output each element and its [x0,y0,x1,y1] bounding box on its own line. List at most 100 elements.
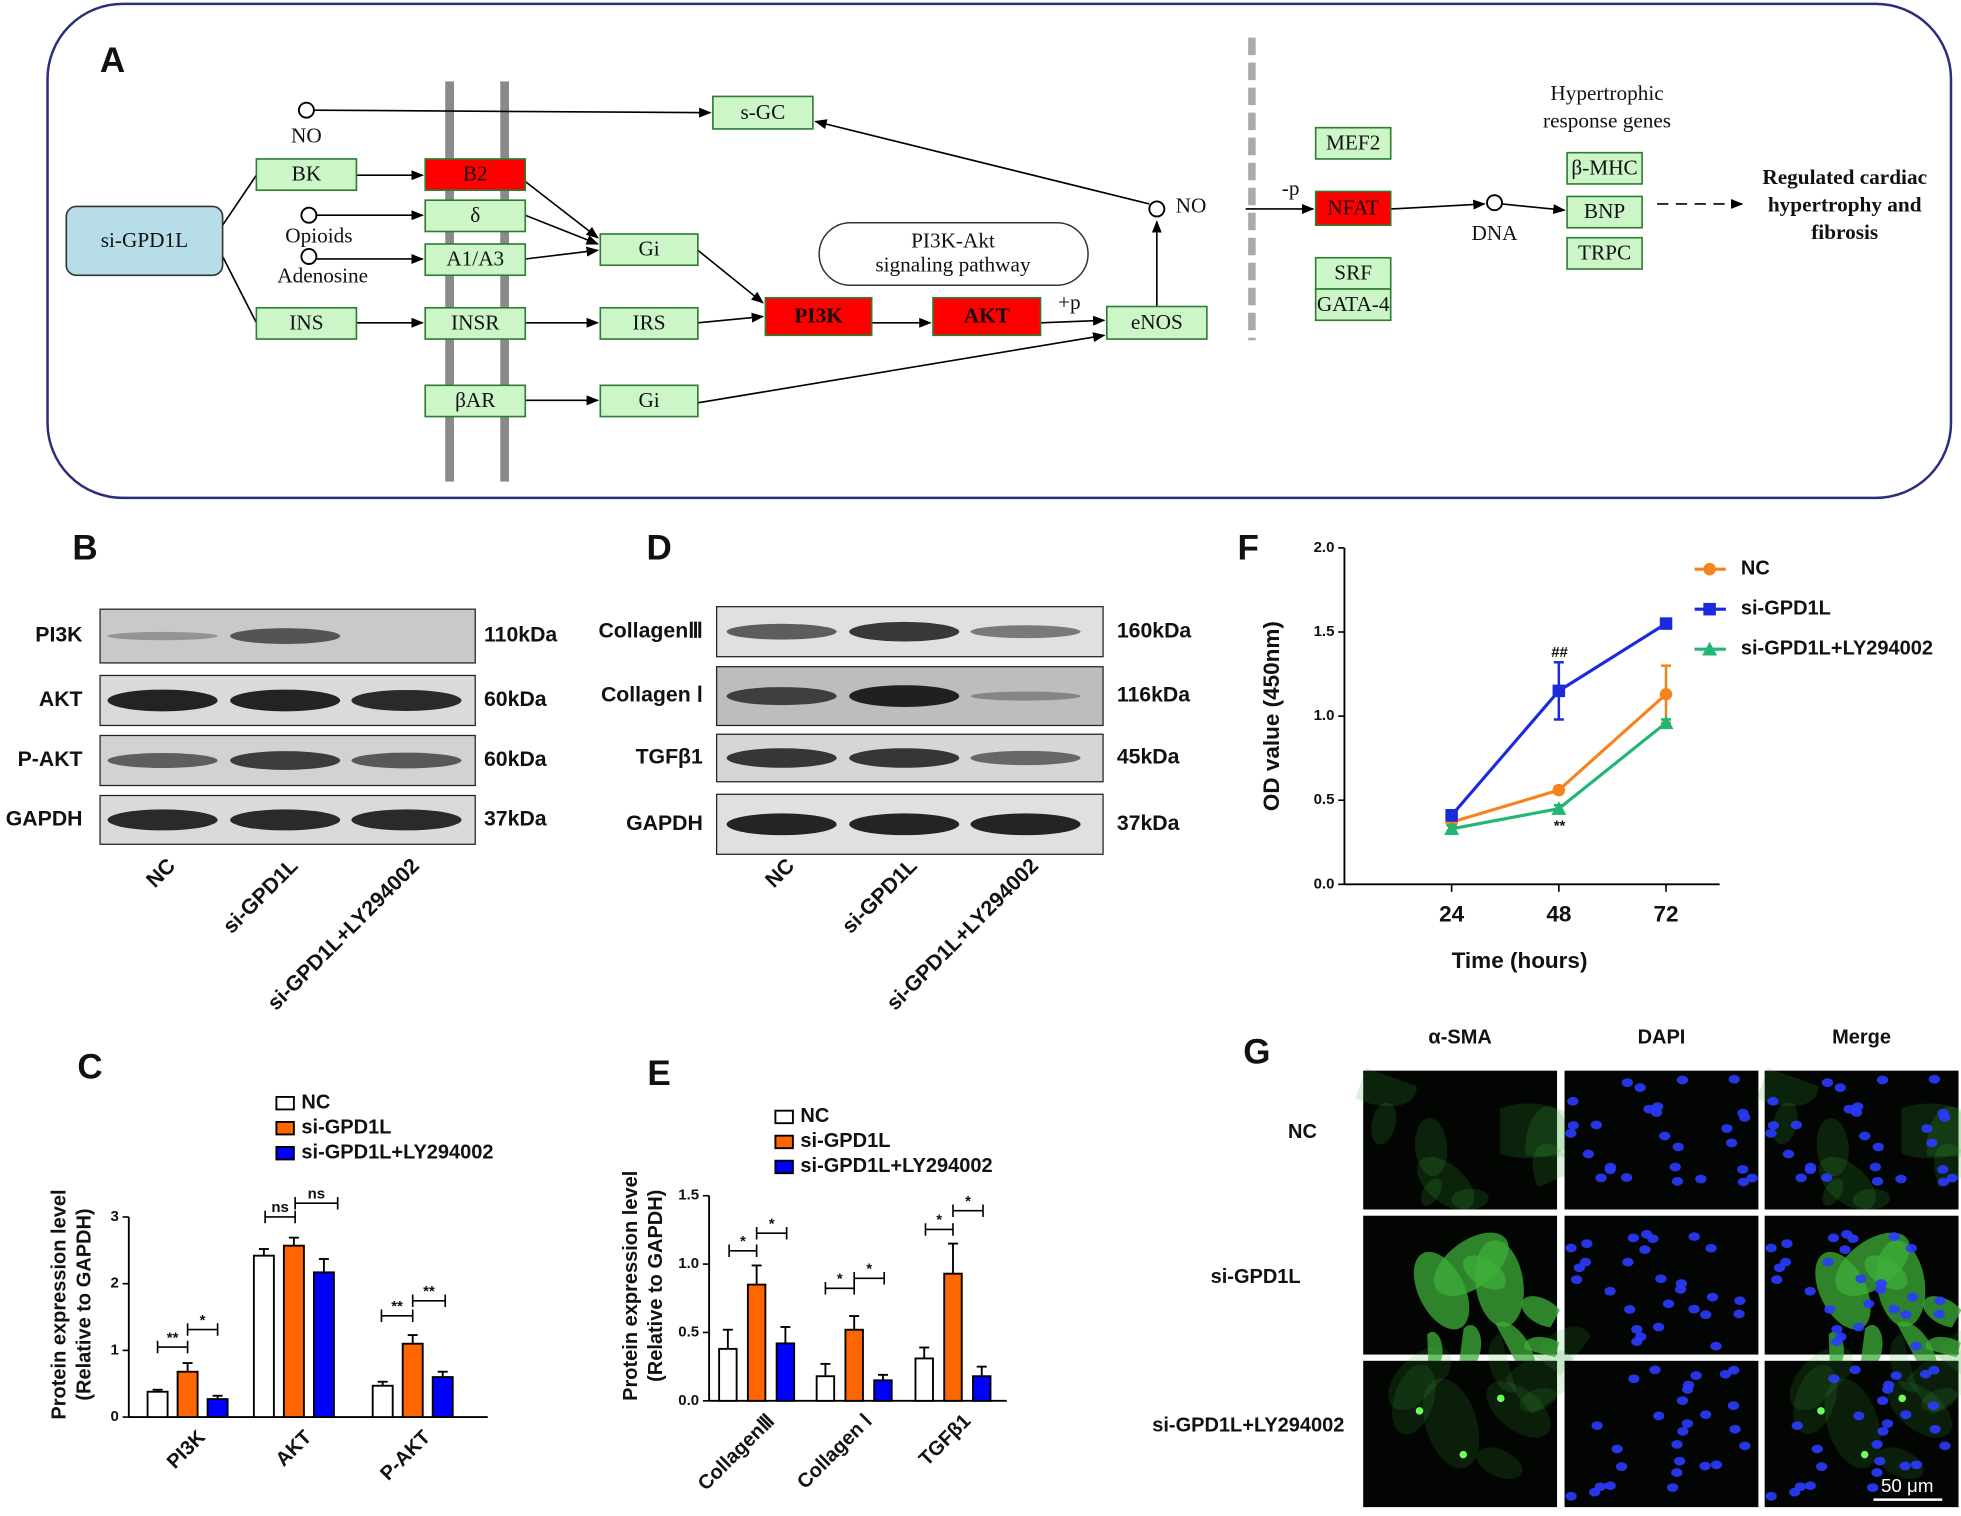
micrograph [1564,1215,1759,1355]
bar [972,1375,992,1402]
panel-label: B [72,529,97,568]
pathway-label: Opioids [285,224,352,248]
nucleus [1604,1286,1616,1296]
nucleus [1622,1257,1634,1267]
nucleus [1828,1374,1840,1384]
nucleus [1737,1177,1750,1187]
blot-protein: Collagen Ⅰ [601,683,703,707]
nucleus [1729,1424,1741,1434]
nucleus [1655,1274,1667,1284]
micrograph [1564,1360,1759,1508]
pathway-node [712,95,814,130]
significance: * [965,1193,971,1210]
blot-size: 116kDa [1117,683,1190,707]
nucleus [1676,1075,1689,1085]
outcome: fibrosis [1811,220,1878,244]
bar [146,1390,169,1419]
nucleus [1669,1162,1681,1172]
compound [1486,194,1503,212]
cell [1824,1378,1881,1469]
arrow [697,332,1106,404]
nucleus [1604,1165,1616,1175]
x-tick-label: CollagenⅢ [694,1410,779,1495]
nucleus [1681,1419,1694,1429]
blot-size: 60kDa [484,747,547,771]
bar [746,1283,767,1402]
y-tick-label: 1.0 [1314,707,1335,724]
nucleus [1710,1460,1723,1470]
pathway-node [255,306,358,340]
nucleus [1706,1292,1719,1302]
nucleus [1906,1292,1919,1302]
nucleus [1671,1440,1683,1449]
blot-band [351,689,462,711]
panel-label: G [1243,1033,1270,1072]
arrow [697,249,764,304]
pathway-node [1314,288,1392,322]
nucleus [1734,1296,1746,1306]
nucleus [1795,1173,1807,1183]
marker [1658,715,1674,730]
x-tick-label: TGFβ1 [915,1410,975,1470]
nucleus [1871,1440,1883,1449]
pathway-node-label: PI3K [794,304,843,328]
nucleus [1604,1481,1616,1491]
pathway-node [1314,126,1392,160]
nucleus [1682,1380,1695,1390]
nucleus [1928,1365,1940,1375]
link [221,174,258,226]
nucleus [1811,1444,1823,1454]
pathway-node-label: GATA-4 [1317,292,1390,316]
pathway-label: DNA [1471,221,1518,245]
blot-size: 160kDa [1117,618,1192,642]
genes-header: Hypertrophic [1550,81,1663,105]
nucleus [1728,1365,1740,1375]
pathway-box-label: signaling pathway [875,252,1031,276]
blot-band [230,809,341,831]
legend-swatch [275,1120,295,1136]
nucleus [1853,1411,1865,1421]
nucleus [1790,1120,1803,1130]
arrow [525,246,600,260]
blot-band [849,748,960,768]
pathway-node-label: Gi [638,388,659,412]
nucleus [1739,1441,1751,1451]
y-tick-label: 1.5 [678,1187,699,1204]
nucleus [1675,1279,1687,1288]
blot-protein: TGFβ1 [636,745,703,769]
significance: * [200,1312,206,1329]
pathway-node-label: A1/A3 [446,247,504,271]
nucleus [1791,1421,1803,1431]
significance: ** [391,1298,403,1315]
bar [815,1375,836,1402]
y-axis-label: Protein expression level [48,1189,70,1419]
cell [1392,1364,1436,1435]
nucleus [1872,1142,1884,1152]
blot-band [107,809,218,831]
nucleus [1905,1243,1917,1253]
nucleus [1705,1243,1717,1253]
nucleus [1643,1104,1655,1114]
significance: ns [308,1185,326,1202]
nucleus [1699,1461,1711,1471]
nucleus [1934,1296,1946,1306]
marker [1552,684,1566,698]
nucleus [1565,1243,1577,1253]
pathway-node [1566,236,1643,270]
pathway-node [424,306,527,340]
pathway-node-label: Gi [638,237,659,261]
spot [1497,1394,1505,1403]
nucleus [1710,1341,1722,1351]
significance: ns [271,1199,289,1216]
pathway-node [1314,190,1392,227]
nucleus [1676,1396,1689,1405]
column-header: α-SMA [1428,1026,1491,1048]
nucleus [1765,1128,1777,1138]
nucleus [1862,1299,1875,1309]
y-tick-label: 3 [110,1208,118,1225]
blot-protein: GAPDH [6,807,83,831]
y-tick-label: 0.5 [678,1323,699,1340]
blot-band [230,628,341,644]
legend-swatch [774,1109,794,1125]
pathway-node [1314,256,1392,290]
